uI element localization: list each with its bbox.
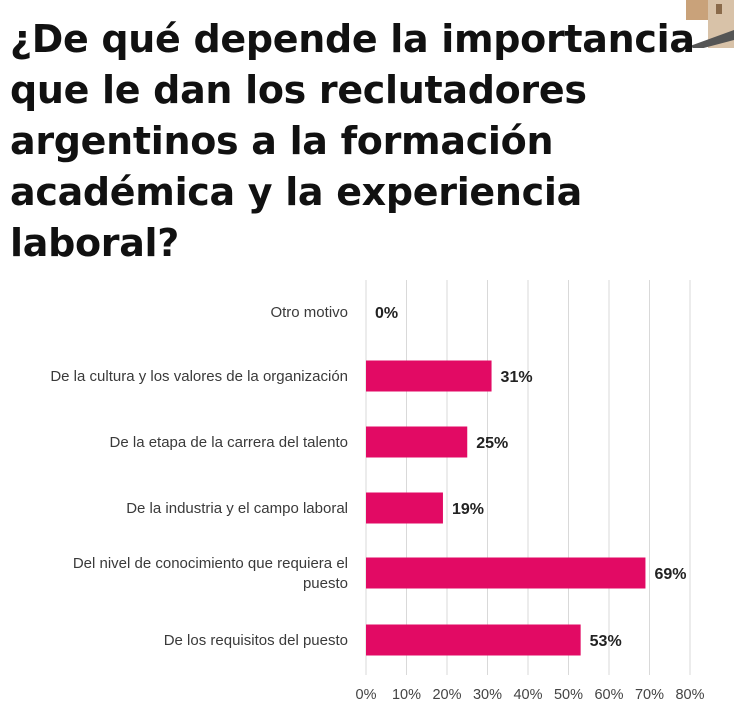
x-tick-label: 60% (594, 687, 623, 703)
x-tick-label: 50% (554, 687, 583, 703)
x-tick-label: 20% (432, 687, 461, 703)
bars (366, 360, 646, 656)
category-label-line: De la industria y el campo laboral (126, 500, 348, 517)
category-label-line: Otro motivo (270, 304, 348, 321)
labels: 0% 10% 20% 30% 40% 50% 60% 70% 80% 0% Otro motivo 3… (50, 304, 704, 703)
category-label: Otro motivo (270, 304, 348, 321)
x-tick-label: 80% (675, 687, 704, 703)
category-label-line: De los requisitos del puesto (164, 632, 348, 649)
category-label-line: Del nivel de conocimiento que requiera e… (73, 555, 348, 572)
x-tick-label: 70% (635, 687, 664, 703)
value-label: 69% (654, 566, 686, 583)
bar-5 (366, 624, 581, 656)
bar-2 (366, 426, 468, 458)
x-tick-label: 0% (356, 687, 377, 703)
value-label: 0% (375, 305, 398, 322)
category-label-line: puesto (303, 575, 348, 592)
grid-lines (365, 280, 691, 675)
bar-1 (366, 360, 492, 392)
value-label: 53% (590, 633, 622, 650)
x-tick-label: 10% (392, 687, 421, 703)
category-label: De la industria y el campo laboral (126, 500, 348, 517)
x-tick-label: 30% (473, 687, 502, 703)
bar-4 (366, 557, 646, 589)
corner-decoration (686, 0, 734, 48)
bar-3 (366, 492, 443, 524)
category-label: De los requisitos del puesto (164, 632, 348, 649)
category-label: Del nivel de conocimiento que requiera e… (73, 555, 348, 592)
category-label: De la etapa de la carrera del talento (110, 434, 348, 451)
category-label-line: De la cultura y los valores de la organi… (50, 368, 348, 385)
value-label: 31% (501, 369, 533, 386)
category-label-line: De la etapa de la carrera del talento (110, 434, 348, 451)
category-label: De la cultura y los valores de la organi… (50, 368, 348, 385)
value-label: 19% (452, 501, 484, 518)
x-tick-label: 40% (513, 687, 542, 703)
value-label: 25% (476, 435, 508, 452)
chart-title: ¿De qué depende la importancia que le da… (10, 17, 695, 265)
